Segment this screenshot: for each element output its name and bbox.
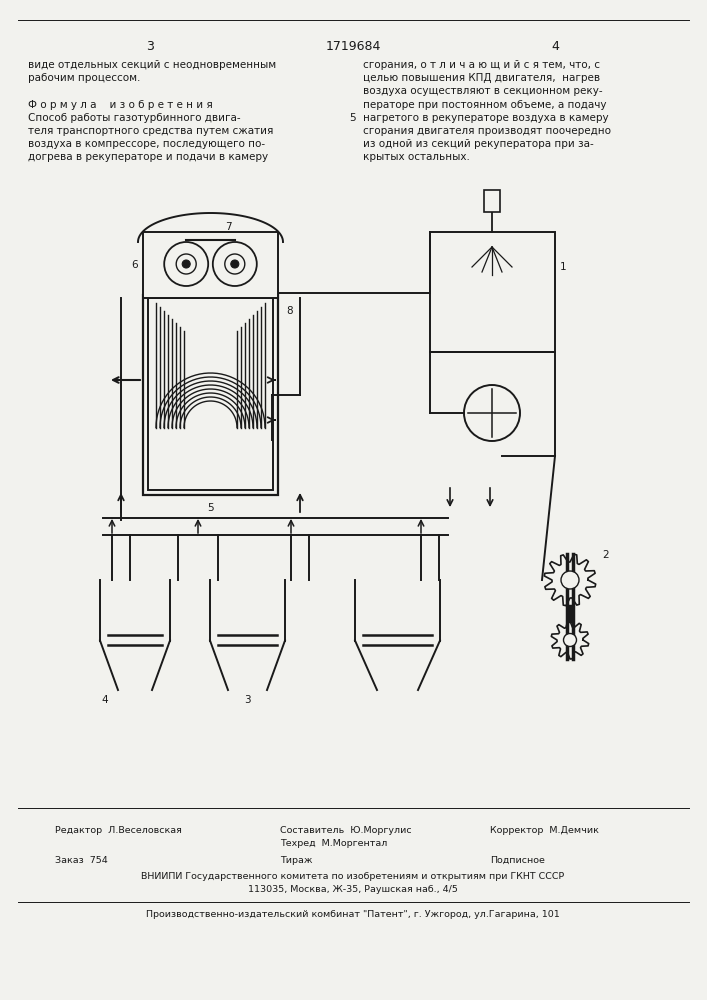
Text: рабочим процессом.: рабочим процессом. xyxy=(28,73,141,83)
Text: воздуха в компрессоре, последующего по-: воздуха в компрессоре, последующего по- xyxy=(28,139,265,149)
Bar xyxy=(143,232,278,298)
Text: 6: 6 xyxy=(132,260,138,270)
Circle shape xyxy=(561,571,579,589)
Text: догрева в рекуператоре и подачи в камеру: догрева в рекуператоре и подачи в камеру xyxy=(28,152,268,162)
Text: Составитель  Ю.Моргулис: Составитель Ю.Моргулис xyxy=(280,826,411,835)
Text: 8: 8 xyxy=(286,306,293,316)
Circle shape xyxy=(182,260,190,268)
Text: 1719684: 1719684 xyxy=(325,40,380,53)
Bar xyxy=(143,295,278,495)
Bar xyxy=(484,190,500,212)
Text: ператоре при постоянном объеме, а подачу: ператоре при постоянном объеме, а подачу xyxy=(363,100,607,110)
Text: 2: 2 xyxy=(602,550,609,560)
Text: Способ работы газотурбинного двига-: Способ работы газотурбинного двига- xyxy=(28,113,240,123)
Text: Техред  М.Моргентал: Техред М.Моргентал xyxy=(280,839,387,848)
Text: 4: 4 xyxy=(551,40,559,53)
Text: 3: 3 xyxy=(146,40,154,53)
Text: из одной из секций рекуператора при за-: из одной из секций рекуператора при за- xyxy=(363,139,594,149)
Text: сгорания, о т л и ч а ю щ и й с я тем, что, с: сгорания, о т л и ч а ю щ и й с я тем, ч… xyxy=(363,60,600,70)
Text: Подписное: Подписное xyxy=(490,856,545,865)
Text: Ф о р м у л а    и з о б р е т е н и я: Ф о р м у л а и з о б р е т е н и я xyxy=(28,100,213,110)
Circle shape xyxy=(230,260,239,268)
Text: Корректор  М.Демчик: Корректор М.Демчик xyxy=(490,826,599,835)
Text: 4: 4 xyxy=(102,695,108,705)
Circle shape xyxy=(176,254,197,274)
Text: 5: 5 xyxy=(349,113,356,123)
Text: теля транспортного средства путем сжатия: теля транспортного средства путем сжатия xyxy=(28,126,274,136)
Text: 1: 1 xyxy=(560,262,566,272)
Text: Заказ  754: Заказ 754 xyxy=(55,856,107,865)
Text: нагретого в рекуператоре воздуха в камеру: нагретого в рекуператоре воздуха в камер… xyxy=(363,113,609,123)
Circle shape xyxy=(225,254,245,274)
Text: воздуха осуществляют в секционном реку-: воздуха осуществляют в секционном реку- xyxy=(363,86,602,96)
Circle shape xyxy=(464,385,520,441)
Circle shape xyxy=(563,634,576,647)
Text: крытых остальных.: крытых остальных. xyxy=(363,152,470,162)
Text: Производственно-издательский комбинат "Патент", г. Ужгород, ул.Гагарина, 101: Производственно-издательский комбинат "П… xyxy=(146,910,560,919)
Text: ВНИИПИ Государственного комитета по изобретениям и открытиям при ГКНТ СССР: ВНИИПИ Государственного комитета по изоб… xyxy=(141,872,565,881)
Text: виде отдельных секций с неодновременным: виде отдельных секций с неодновременным xyxy=(28,60,276,70)
Text: Тираж: Тираж xyxy=(280,856,312,865)
Text: 3: 3 xyxy=(244,695,250,705)
Text: 5: 5 xyxy=(207,503,214,513)
Text: целью повышения КПД двигателя,  нагрев: целью повышения КПД двигателя, нагрев xyxy=(363,73,600,83)
Bar xyxy=(430,232,555,352)
Text: Редактор  Л.Веселовская: Редактор Л.Веселовская xyxy=(55,826,182,835)
Bar xyxy=(148,298,273,490)
Circle shape xyxy=(213,242,257,286)
Text: 7: 7 xyxy=(226,222,232,232)
Text: 113035, Москва, Ж-35, Раушская наб., 4/5: 113035, Москва, Ж-35, Раушская наб., 4/5 xyxy=(248,885,458,894)
Circle shape xyxy=(164,242,208,286)
Text: сгорания двигателя производят поочередно: сгорания двигателя производят поочередно xyxy=(363,126,611,136)
